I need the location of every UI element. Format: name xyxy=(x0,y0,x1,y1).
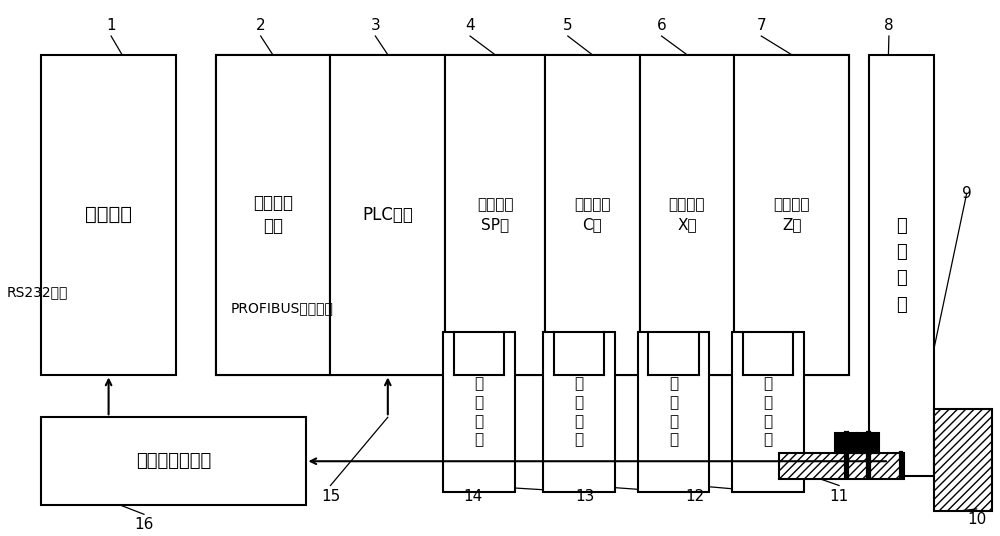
Text: 伺服系统
电源: 伺服系统 电源 xyxy=(253,194,293,235)
Text: PLC系统: PLC系统 xyxy=(362,206,413,224)
FancyBboxPatch shape xyxy=(779,453,904,479)
FancyBboxPatch shape xyxy=(216,55,330,375)
FancyBboxPatch shape xyxy=(857,433,879,453)
FancyBboxPatch shape xyxy=(545,55,640,375)
Text: 伺服模块
Z轴: 伺服模块 Z轴 xyxy=(773,197,810,232)
Text: 4: 4 xyxy=(465,18,475,33)
Text: 12: 12 xyxy=(685,489,704,504)
FancyBboxPatch shape xyxy=(835,433,857,453)
Text: 伺服模块
X轴: 伺服模块 X轴 xyxy=(669,197,705,232)
FancyBboxPatch shape xyxy=(41,55,176,375)
FancyBboxPatch shape xyxy=(41,417,306,505)
Text: 3: 3 xyxy=(370,18,380,33)
FancyBboxPatch shape xyxy=(732,332,804,492)
Text: 8: 8 xyxy=(884,18,894,33)
Text: 13: 13 xyxy=(575,489,594,504)
Text: 伺服模块
SP轴: 伺服模块 SP轴 xyxy=(477,197,513,232)
FancyBboxPatch shape xyxy=(543,332,615,492)
Text: 10: 10 xyxy=(967,512,986,527)
Text: 磨
床
主
轴: 磨 床 主 轴 xyxy=(896,217,907,314)
Text: PROFIBUS通讯协议: PROFIBUS通讯协议 xyxy=(231,301,334,315)
FancyBboxPatch shape xyxy=(216,55,849,375)
Text: 伺服模块
C轴: 伺服模块 C轴 xyxy=(574,197,610,232)
Text: 数控系统: 数控系统 xyxy=(85,205,132,224)
FancyBboxPatch shape xyxy=(869,55,934,476)
Text: 声发射检测系统: 声发射检测系统 xyxy=(136,452,211,470)
Text: 14: 14 xyxy=(463,489,483,504)
FancyBboxPatch shape xyxy=(443,332,515,492)
Text: 伺
服
电
机: 伺 服 电 机 xyxy=(574,376,583,448)
FancyBboxPatch shape xyxy=(638,332,709,492)
Text: 伺
服
电
机: 伺 服 电 机 xyxy=(474,376,484,448)
Text: 1: 1 xyxy=(106,18,116,33)
FancyBboxPatch shape xyxy=(640,55,734,375)
Text: 9: 9 xyxy=(962,186,972,201)
Text: 15: 15 xyxy=(321,489,340,504)
Text: 伺
服
电
机: 伺 服 电 机 xyxy=(669,376,678,448)
Text: RS232协议: RS232协议 xyxy=(6,285,68,299)
Text: 2: 2 xyxy=(256,18,265,33)
FancyBboxPatch shape xyxy=(445,55,545,375)
Text: 伺
服
电
机: 伺 服 电 机 xyxy=(764,376,773,448)
Text: 7: 7 xyxy=(756,18,766,33)
FancyBboxPatch shape xyxy=(734,55,849,375)
FancyBboxPatch shape xyxy=(934,410,992,511)
Text: 16: 16 xyxy=(134,517,154,532)
Text: 6: 6 xyxy=(657,18,666,33)
Text: 11: 11 xyxy=(829,489,849,504)
FancyBboxPatch shape xyxy=(330,55,445,375)
Text: 5: 5 xyxy=(563,18,573,33)
